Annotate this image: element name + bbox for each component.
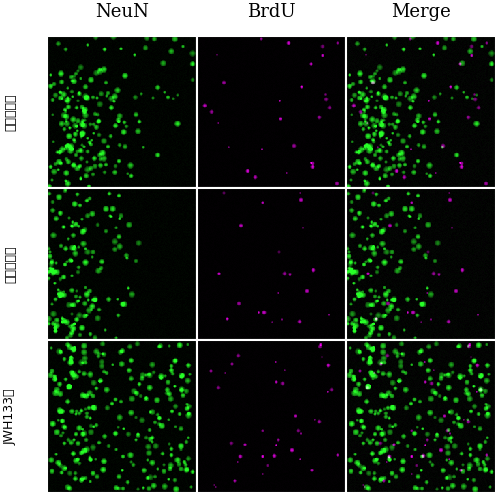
Text: NeuN: NeuN <box>95 3 149 21</box>
Text: Merge: Merge <box>391 3 451 21</box>
Text: BrdU: BrdU <box>247 3 296 21</box>
Text: 空白对照组: 空白对照组 <box>4 93 17 131</box>
Text: 生理盐水组: 生理盐水组 <box>4 246 17 283</box>
Text: JWH133组: JWH133组 <box>4 388 17 445</box>
